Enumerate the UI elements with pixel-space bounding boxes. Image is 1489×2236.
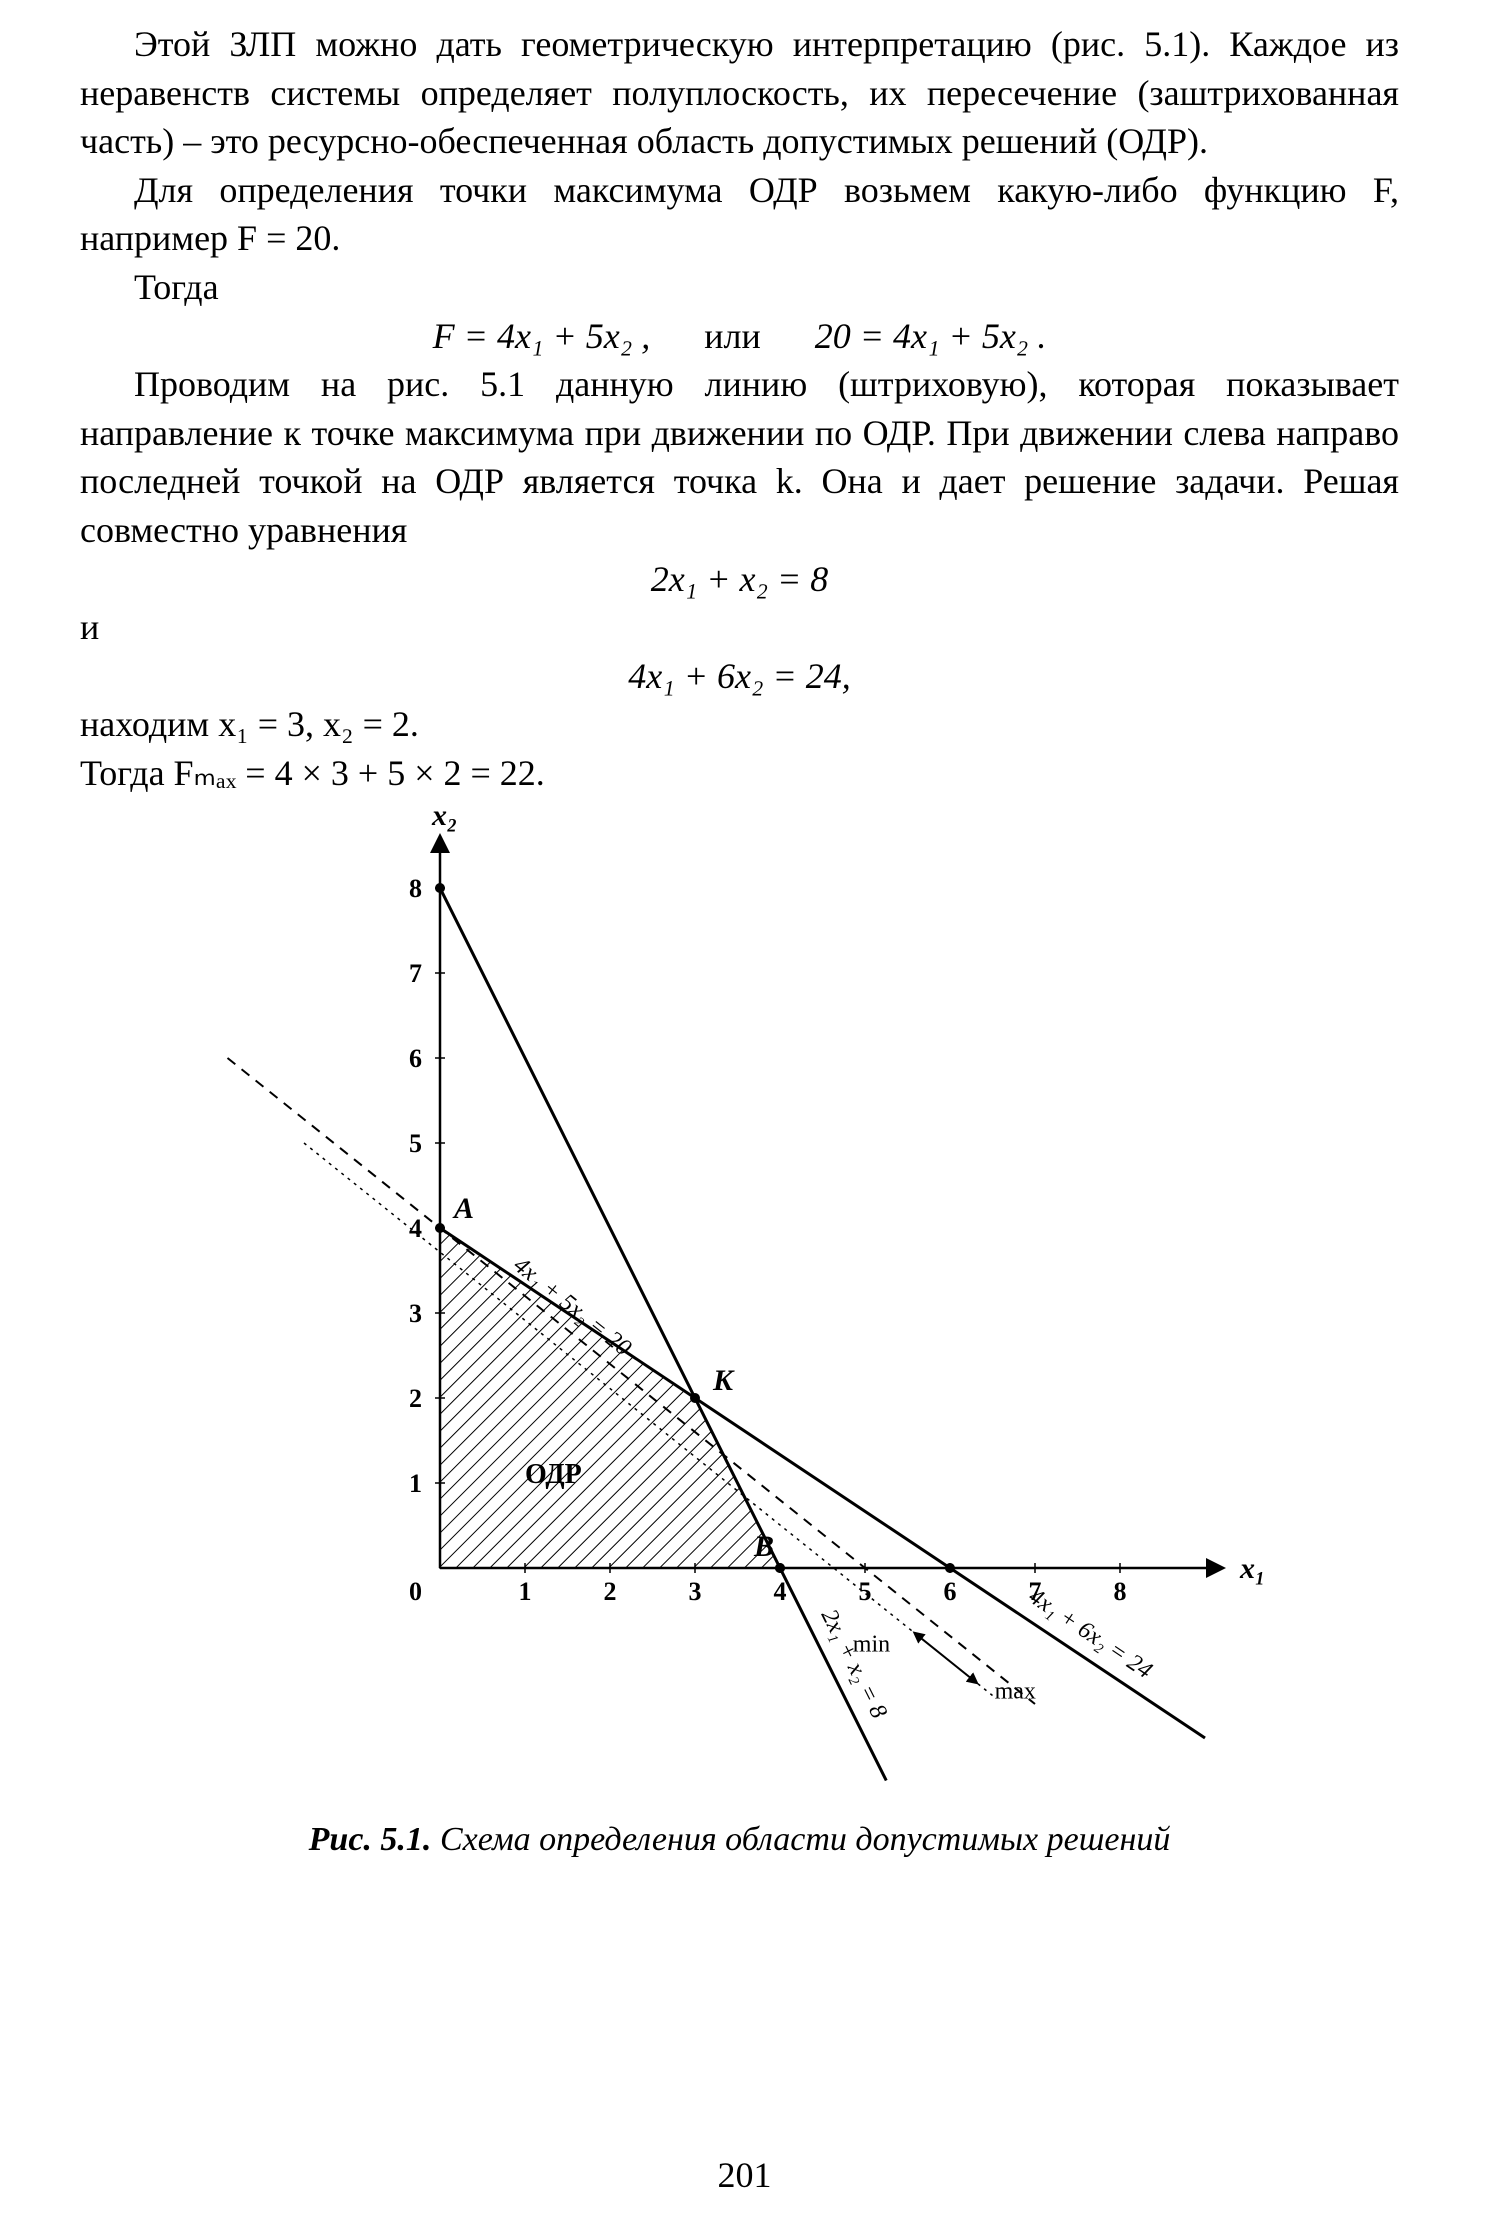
equation-2: 2x₁ + x₂ = 8 [80,555,1399,604]
figure-caption: Рис. 5.1. Схема определения области допу… [80,1821,1399,1859]
svg-text:3: 3 [688,1577,701,1606]
figcap-text: Схема определения области допустимых реш… [431,1821,1170,1858]
svg-text:1: 1 [409,1469,422,1498]
svg-text:4: 4 [773,1577,786,1606]
chart-svg: 12345678123456780x₁x₂maxminAKBОДР4x₁ + 5… [180,808,1300,1808]
eq1-right: 20 = 4x₁ + 5x₂ . [815,316,1047,356]
svg-text:0: 0 [409,1577,422,1606]
svg-text:x₁: x₁ [1239,1552,1265,1585]
svg-text:6: 6 [409,1044,422,1073]
paragraph-4: Проводим на рис. 5.1 данную линию (штрих… [80,360,1399,554]
equation-3: 4x₁ + 6x₂ = 24, [80,652,1399,701]
paragraph-6: находим x₁ = 3, x₂ = 2. [80,700,1399,749]
eq1-left: F = 4x₁ + 5x₂ , [433,316,651,356]
svg-text:5: 5 [858,1577,871,1606]
paragraph-7: Тогда Fₘₐₓ = 4 × 3 + 5 × 2 = 22. [80,749,1399,798]
figure-5-1: 12345678123456780x₁x₂maxminAKBОДР4x₁ + 5… [80,808,1399,1859]
svg-text:A: A [452,1192,474,1225]
svg-text:4x₁ + 6x₂ = 24: 4x₁ + 6x₂ = 24 [1023,1583,1156,1684]
svg-text:3: 3 [409,1299,422,1328]
paragraph-5: и [80,603,1399,652]
svg-text:K: K [712,1364,735,1397]
svg-text:max: max [994,1678,1035,1704]
svg-text:7: 7 [409,959,422,988]
svg-text:2: 2 [603,1577,616,1606]
paragraph-1: Этой ЗЛП можно дать геометрическую интер… [80,20,1399,166]
figcap-number: Рис. 5.1. [309,1821,432,1858]
svg-text:B: B [752,1530,773,1563]
svg-text:6: 6 [943,1577,956,1606]
eq1-mid: или [704,316,761,356]
svg-text:8: 8 [409,874,422,903]
svg-text:2: 2 [409,1384,422,1413]
svg-text:8: 8 [1113,1577,1126,1606]
svg-text:5: 5 [409,1129,422,1158]
page-body: Этой ЗЛП можно дать геометрическую интер… [80,20,1399,798]
paragraph-2: Для определения точки максимума ОДР возь… [80,166,1399,263]
svg-text:1: 1 [518,1577,531,1606]
page-number: 201 [0,2154,1489,2196]
paragraph-3: Тогда [80,263,1399,312]
svg-text:x₂: x₂ [431,808,457,832]
equation-1: F = 4x₁ + 5x₂ , или 20 = 4x₁ + 5x₂ . [80,312,1399,361]
svg-text:ОДР: ОДР [525,1459,582,1490]
